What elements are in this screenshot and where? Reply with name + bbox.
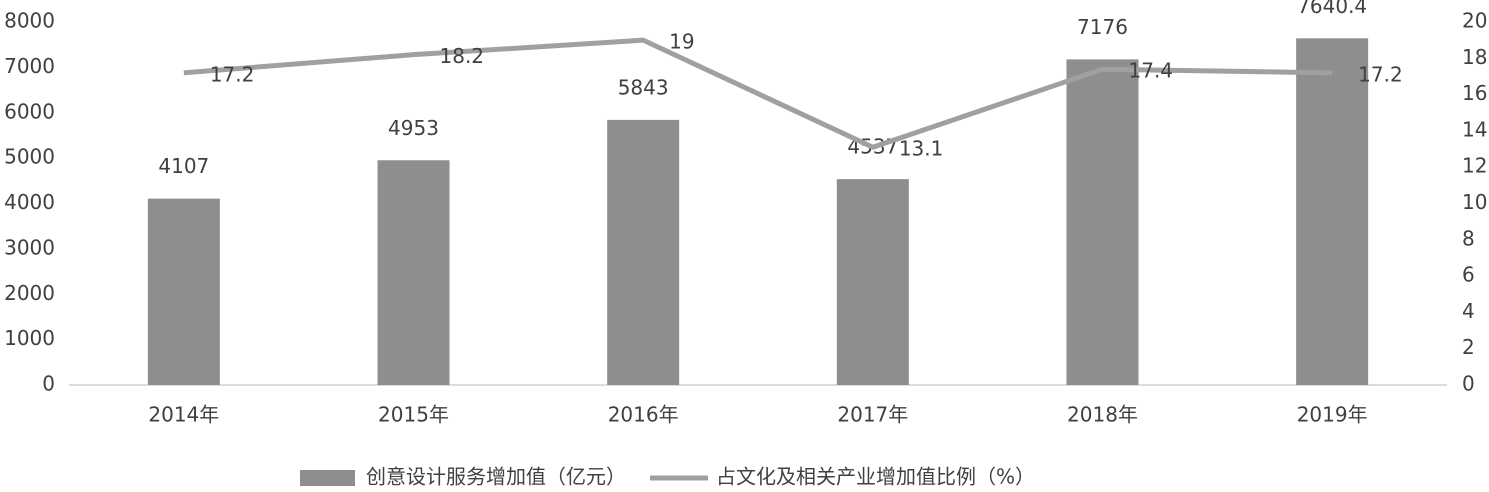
x-tick-label: 2015年 [378, 403, 449, 427]
bar [147, 198, 220, 385]
line [183, 37, 1333, 150]
x-tick-label: 2019年 [1297, 403, 1368, 427]
x-tick-label: 2014年 [148, 403, 219, 427]
y2-tick-label: 10 [1462, 190, 1487, 214]
y-tick-label: 0 [42, 372, 55, 396]
bar-value-label: 7176 [1077, 15, 1128, 39]
legend-label: 创意设计服务增加值（亿元） [366, 465, 626, 489]
x-tick-label: 2018年 [1067, 403, 1138, 427]
line-value-label: 18.2 [440, 44, 485, 68]
x-tick-label: 2017年 [837, 403, 908, 427]
y-tick-label: 4000 [4, 190, 55, 214]
y2-tick-label: 2 [1462, 335, 1475, 359]
y-tick-label: 6000 [4, 99, 55, 123]
bar [377, 160, 450, 385]
y2-tick-label: 18 [1462, 45, 1487, 69]
bar-value-label: 5843 [618, 75, 669, 99]
bar [607, 119, 680, 386]
bar-value-label: 4107 [158, 154, 209, 178]
legend-label: 占文化及相关产业增加值比例（%） [716, 465, 1035, 489]
bar [1066, 59, 1139, 385]
y-tick-label: 3000 [4, 235, 55, 259]
y-tick-label: 7000 [4, 54, 55, 78]
legend-swatch [300, 470, 355, 486]
line-value-label: 19 [669, 30, 694, 54]
line-value-label: 17.2 [1358, 62, 1403, 86]
y2-tick-label: 12 [1462, 154, 1487, 178]
bar-value-label: 4953 [388, 116, 439, 140]
y2-tick-label: 14 [1462, 117, 1487, 141]
y2-tick-label: 8 [1462, 226, 1475, 250]
y-tick-label: 8000 [4, 9, 55, 33]
line-value-label: 17.4 [1129, 59, 1174, 83]
y2-tick-label: 0 [1462, 372, 1475, 396]
line-value-label: 13.1 [899, 137, 944, 161]
y-tick-label: 5000 [4, 145, 55, 169]
y2-tick-label: 20 [1462, 9, 1487, 33]
line-value-label: 17.2 [210, 62, 255, 86]
bar [836, 179, 909, 385]
bar-value-label: 7640.4 [1297, 0, 1367, 18]
x-tick-label: 2016年 [608, 403, 679, 427]
y2-tick-label: 16 [1462, 81, 1487, 105]
y2-tick-label: 6 [1462, 263, 1475, 287]
y-tick-label: 1000 [4, 326, 55, 350]
y2-tick-label: 4 [1462, 299, 1475, 323]
y-tick-label: 2000 [4, 281, 55, 305]
bar [1296, 38, 1369, 386]
